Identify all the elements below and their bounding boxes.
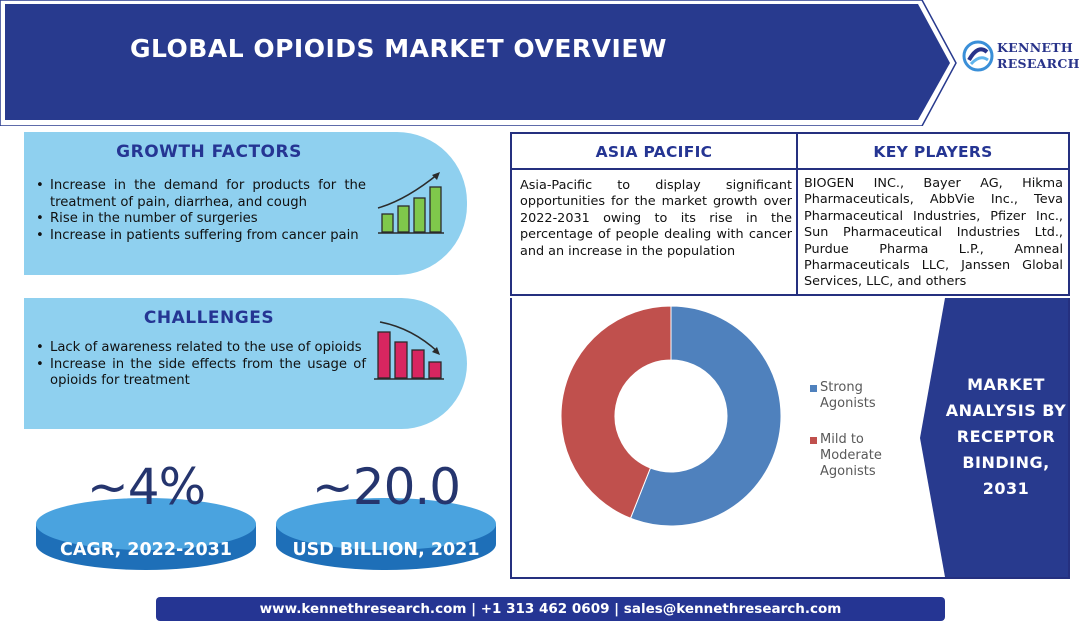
legend-label: Strong Agonists (820, 380, 876, 411)
asia-pacific-box: ASIA PACIFIC Asia-Pacific to display sig… (510, 132, 798, 296)
legend-swatch (810, 437, 817, 444)
donut-slice-mild-to-moderate-agonists (560, 305, 672, 519)
legend-swatch (810, 385, 817, 392)
asia-pacific-text: Asia-Pacific to display significant oppo… (520, 178, 792, 259)
key-players-text: BIOGEN INC., Bayer AG, Hikma Pharmaceuti… (804, 176, 1063, 290)
kenneth-research-logo: KENNETH RESEARCH (962, 38, 1080, 78)
market-size-value: ~20.0 (311, 458, 461, 516)
donut-slices (560, 305, 782, 527)
market-size-stat: ~20.0 USD BILLION, 2021 (268, 458, 504, 576)
cagr-value: ~4% (86, 458, 206, 516)
logo-text-line2: RESEARCH (997, 56, 1080, 71)
chart-title-arrow (920, 298, 1068, 577)
growth-factors-title: GROWTH FACTORS (116, 142, 302, 162)
key-players-box: KEY PLAYERS BIOGEN INC., Bayer AG, Hikma… (798, 132, 1070, 296)
list-item: Increase in the demand for products for … (36, 178, 366, 211)
page-title: GLOBAL OPIOIDS MARKET OVERVIEW (130, 34, 667, 63)
list-item: Increase in the side effects from the us… (36, 357, 366, 390)
falling-bar-chart-icon (374, 321, 444, 380)
key-players-title: KEY PLAYERS (798, 134, 1068, 170)
market-size-disc (276, 498, 496, 570)
cagr-stat: ~4% CAGR, 2022-2031 (28, 458, 264, 576)
banner-fill (5, 4, 950, 120)
logo-text-line1: KENNETH (997, 40, 1073, 55)
chart-title: MARKET ANALYSIS BY RECEPTOR BINDING, 203… (945, 375, 1067, 498)
swirl-logo-icon (962, 40, 994, 72)
challenges-panel: CHALLENGES Lack of awareness related to … (24, 298, 467, 429)
rising-bar-chart-icon (377, 172, 444, 234)
growth-factors-list: Increase in the demand for products for … (36, 178, 366, 244)
list-item: Lack of awareness related to the use of … (36, 340, 366, 357)
growth-factors-panel: GROWTH FACTORS Increase in the demand fo… (24, 132, 467, 275)
list-item: Rise in the number of surgeries (36, 211, 366, 228)
legend-label: Mild to Moderate Agonists (820, 432, 882, 479)
header-banner: GLOBAL OPIOIDS MARKET OVERVIEW (0, 0, 960, 126)
asia-pacific-title: ASIA PACIFIC (512, 134, 796, 170)
challenges-list: Lack of awareness related to the use of … (36, 340, 366, 390)
challenges-title: CHALLENGES (143, 308, 275, 328)
banner-arrow-shape (0, 0, 957, 126)
market-size-label: USD BILLION, 2021 (292, 540, 480, 560)
donut-slice-strong-agonists (629, 305, 782, 527)
chart-panel: Strong Agonists Mild to Moderate Agonists (510, 298, 1070, 579)
cagr-label: CAGR, 2022-2031 (60, 540, 232, 560)
donut-chart (560, 298, 1068, 577)
contact-footer: www.kennethresearch.com | +1 313 462 060… (156, 597, 945, 621)
list-item: Increase in patients suffering from canc… (36, 228, 366, 245)
cagr-disc (36, 498, 256, 570)
